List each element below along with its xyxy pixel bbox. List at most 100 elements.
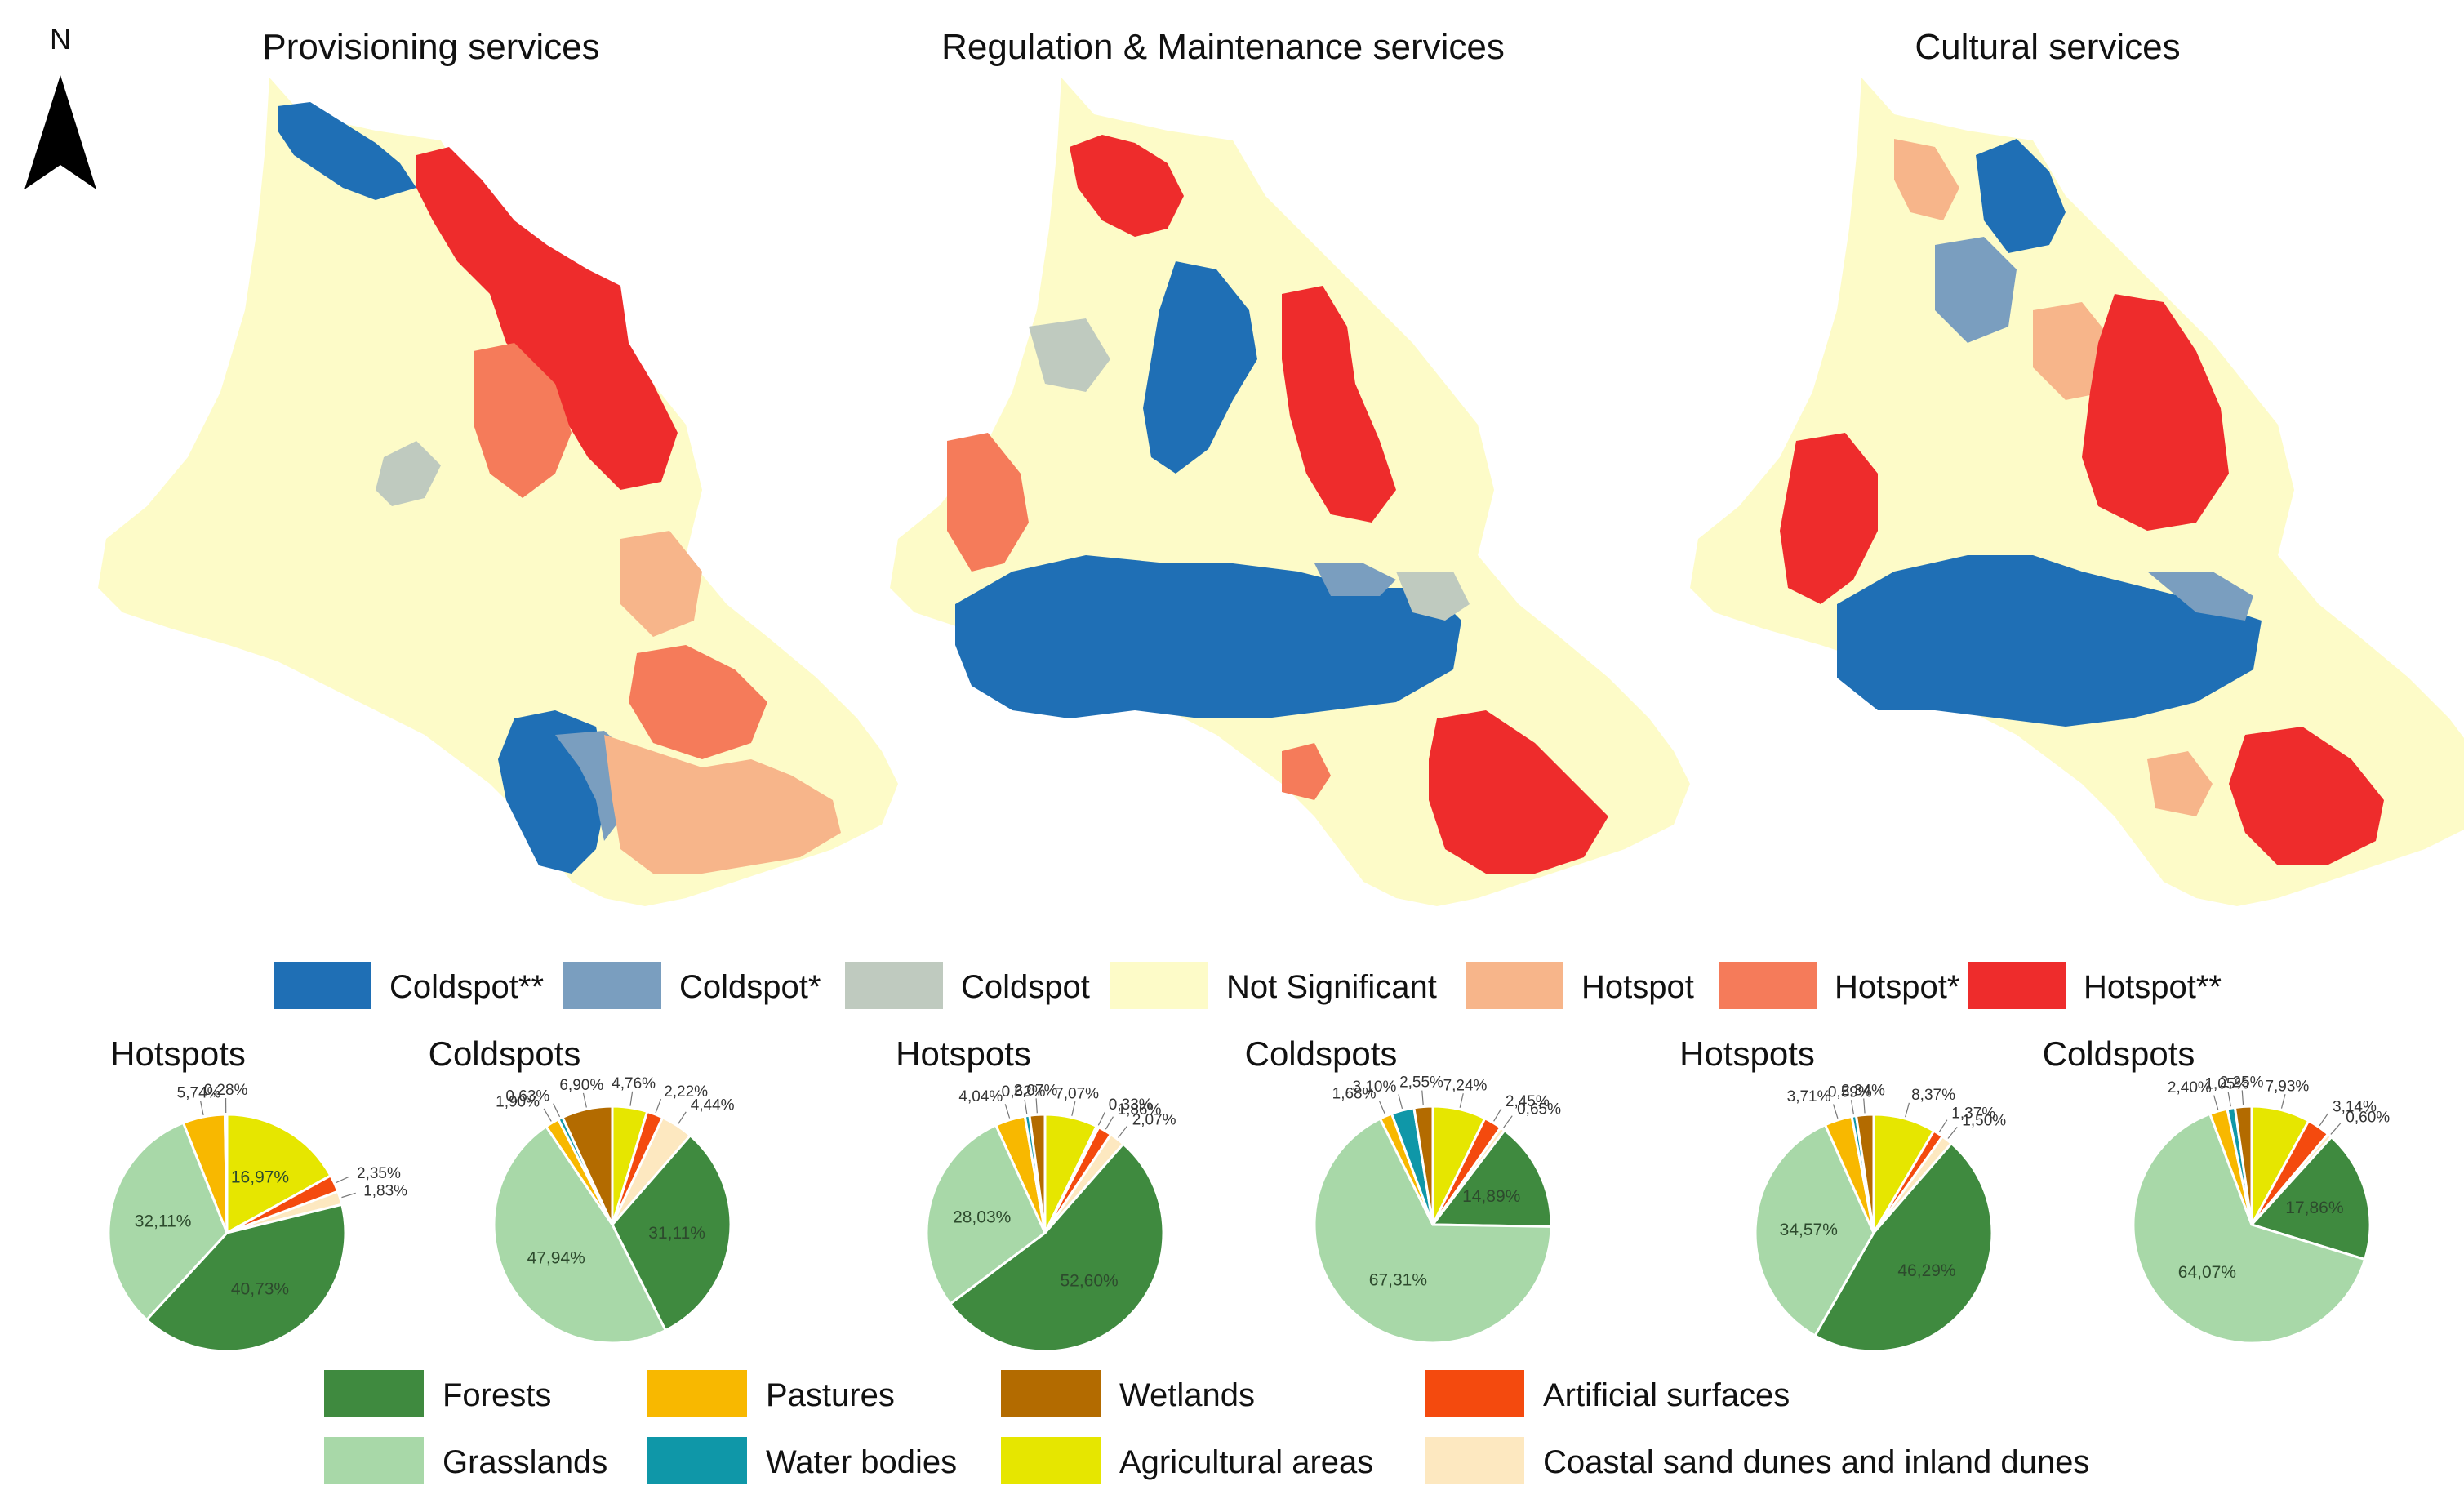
pie-leader-line [1118,1125,1128,1138]
pie-chart: Hotspots 16,97% 2,35%1,83% 40,73% 32,11% 5,74… [107,1034,407,1353]
pie-leader-line [655,1098,662,1114]
panel-title-provisioning: Provisioning services [262,27,599,67]
pie-title: Coldspots [1245,1034,1398,1073]
pie-slice-label: 32,11% [135,1212,192,1230]
map-area-hotspot [2147,751,2213,816]
pie-slice-label: 7,07% [1055,1085,1099,1102]
landcover-legend-swatch [1425,1437,1524,1484]
map-area-coldspot-strong [1837,555,2262,727]
spot-legend: Coldspot** Coldspot* Coldspot Not Significa… [274,962,2222,1009]
pie-leader-line [336,1176,350,1184]
pie-leader-line [677,1111,687,1125]
north-arrow-icon [24,75,96,189]
pie-slice-label: 2,07% [1014,1082,1058,1099]
pie-leader-line [553,1103,561,1118]
landcover-legend-label: Wetlands [1119,1377,1255,1413]
pie-leader-line [2213,1095,2219,1110]
landcover-legend-label: Water bodies [766,1444,957,1480]
pie-slice-label: 1,37% [1951,1105,1995,1122]
pie-title: Coldspots [2043,1034,2195,1073]
pie-leader-line [1035,1098,1038,1114]
pie-slice-label: 1,50% [1962,1113,2006,1130]
pie-slice-label: 1,83% [363,1182,407,1199]
spot-legend-swatch [845,962,943,1009]
north-arrow: N [24,22,96,189]
map-cultural [1690,78,2464,906]
map-area-coldspot-weak [1029,318,1110,392]
pie-slice-label: 46,29% [1897,1261,1955,1280]
pie-slice-label: 4,44% [691,1097,735,1114]
pie-leader-line [1378,1101,1386,1115]
map-area-hotspot-strong [1282,286,1396,523]
landcover-legend-swatch [1001,1370,1101,1417]
spot-legend-label: Hotspot* [1835,969,1959,1005]
panel-title-regulation: Regulation & Maintenance services [941,27,1505,67]
pie-leader-line [1105,1116,1114,1130]
map-area-hotspot-strong [1780,433,1878,604]
pie-slice-label: 2,45% [1506,1093,1550,1110]
map-area-coldspot-strong [1976,139,2066,253]
landcover-legend-label: Grasslands [443,1444,607,1480]
pie-slice-label: 1,68% [1332,1085,1377,1102]
pie-slice-label: 0,63% [505,1088,549,1105]
pie-slice-grasslands [1313,1117,1553,1345]
map-area-coldspot-strong [1143,261,1257,474]
map-area-coldspot [376,441,441,506]
map-area-coldspot-weak [1314,563,1396,596]
pie-leader-line [1024,1099,1028,1114]
map-area-hotspot-mid [1282,743,1331,800]
landcover-legend: Forests Pastures Wetlands Artificial surfac… [324,1370,2089,1484]
pie-slice-label: 3,14% [2333,1099,2377,1116]
pie-leader-line [1004,1104,1011,1119]
map-area-coldspot [1396,572,1470,621]
pie-slice-wetlands [561,1105,614,1225]
pie-slice-grasslands [492,1124,668,1345]
map-provisioning [98,78,898,906]
map-area-hotspot-strong [416,147,678,490]
pie-slice-label: 17,86% [2285,1199,2343,1217]
pie-slice-label: 8,37% [1911,1087,1955,1104]
pie-title: Hotspots [1679,1034,1815,1073]
landcover-legend-swatch [647,1437,747,1484]
pie-slice-label: 31,11% [648,1224,705,1243]
pie-slice-forests [1813,1141,1994,1353]
map-area-coldspot-strong [278,102,416,200]
map-area-hotspot-strong [1429,710,1608,874]
pie-slice-wetlands [1028,1113,1047,1234]
pie-slice-label: 2,07% [1132,1111,1176,1128]
pie-chart: Coldspots 7,24% 2,45%0,65% 14,89% 67,31% 1,68… [1245,1034,1561,1345]
pie-leader-line [2280,1094,2286,1109]
spot-legend-swatch [274,962,371,1009]
pie-leader-line [1850,1100,1855,1115]
landcover-legend-label: Coastal sand dunes and inland dunes [1543,1444,2089,1480]
pie-slice-label: 1,86% [1118,1101,1162,1119]
pie-leader-line [1905,1102,1910,1118]
map-area-hotspot [620,531,702,637]
landcover-legend-swatch [324,1370,424,1417]
pie-slice-label: 0,65% [1517,1101,1561,1119]
pie-chart: Hotspots 8,37%1,37%1,50% 46,29% 34,57% 3,71%… [1679,1034,2006,1353]
pie-slice-agricultural [225,1113,332,1235]
pie-slice-label: 34,57% [1780,1221,1838,1239]
landcover-legend-label: Forests [443,1377,551,1413]
pie-slice-label: 3,71% [1787,1088,1831,1105]
pie-slice-label: 14,89% [1462,1187,1520,1206]
pie-leader-line [1938,1119,1948,1133]
spot-legend-label: Coldspot [961,969,1090,1005]
pie-slice-label: 7,24% [1443,1078,1488,1095]
pie-slice-label: 52,60% [1060,1272,1118,1291]
landcover-legend-swatch [1001,1437,1101,1484]
pie-slice-wetlands [2233,1105,2253,1225]
pie-slice-label: 3,10% [1353,1079,1397,1096]
pie-slice-grasslands [1754,1123,1875,1337]
pie-leader-line [341,1192,356,1199]
spot-legend-swatch [563,962,661,1009]
spot-legend-label: Not Significant [1226,969,1437,1005]
landcover-legend-swatch [647,1370,747,1417]
spot-legend-label: Hotspot** [2084,969,2222,1005]
pie-title: Hotspots [110,1034,246,1073]
map-area-hotspot-mid [947,433,1029,572]
pie-leader-line [1071,1101,1076,1116]
pie-slice-wetlands [1412,1105,1434,1225]
